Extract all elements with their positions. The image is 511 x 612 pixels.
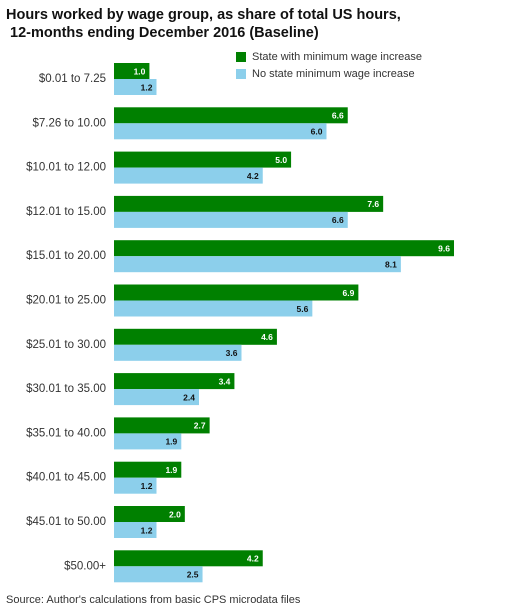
value-label: 2.5 <box>187 570 199 580</box>
value-label: 6.6 <box>332 111 344 121</box>
bar <box>114 417 210 434</box>
value-label: 6.6 <box>332 215 344 225</box>
y-tick-label: $25.01 to 30.00 <box>26 339 106 351</box>
bar <box>114 506 185 522</box>
value-label: 1.2 <box>141 481 153 491</box>
value-label: 1.9 <box>165 437 177 447</box>
y-tick-label: $10.01 to 12.00 <box>26 162 106 174</box>
value-label: 2.7 <box>194 421 206 431</box>
y-tick-label: $40.01 to 45.00 <box>26 472 106 484</box>
bar <box>114 477 157 494</box>
bar <box>114 300 313 317</box>
value-label: 1.2 <box>141 82 153 92</box>
bar <box>114 522 157 538</box>
value-label: 6.9 <box>343 288 355 298</box>
value-label: 4.6 <box>261 332 273 342</box>
bar <box>114 211 348 228</box>
bar <box>114 79 157 95</box>
y-tick-label: $45.01 to 50.00 <box>26 516 106 528</box>
value-label: 8.1 <box>385 259 397 269</box>
bar <box>114 167 263 184</box>
bar <box>114 256 401 273</box>
bar <box>114 550 263 567</box>
y-tick-label: $15.01 to 20.00 <box>26 250 106 262</box>
value-label: 4.2 <box>247 554 259 564</box>
bar <box>114 461 182 478</box>
bar <box>114 107 348 124</box>
value-label: 3.4 <box>219 376 231 386</box>
y-tick-label: $20.01 to 25.00 <box>26 295 106 307</box>
chart-title: Hours worked by wage group, as share of … <box>6 7 401 23</box>
bar <box>114 123 327 140</box>
value-label: 9.6 <box>438 243 450 253</box>
y-tick-label: $0.01 to 7.25 <box>39 73 106 85</box>
value-label: 2.0 <box>169 509 181 519</box>
value-label: 5.6 <box>297 304 309 314</box>
legend-label: State with minimum wage increase <box>252 51 422 63</box>
source-note: Source: Author's calculations from basic… <box>6 594 301 606</box>
bar <box>114 151 292 168</box>
chart-title: 12-months ending December 2016 (Baseline… <box>6 25 319 41</box>
y-tick-label: $35.01 to 40.00 <box>26 427 106 439</box>
bar <box>114 433 182 450</box>
value-label: 4.2 <box>247 171 259 181</box>
value-label: 3.6 <box>226 348 238 358</box>
bar <box>114 389 199 406</box>
value-label: 2.4 <box>183 392 195 402</box>
value-label: 1.0 <box>134 66 146 76</box>
value-label: 5.0 <box>275 155 287 165</box>
bar <box>114 566 203 583</box>
value-label: 1.2 <box>141 525 153 535</box>
legend-swatch <box>236 52 246 62</box>
bar <box>114 284 359 301</box>
y-tick-label: $50.00+ <box>64 560 106 572</box>
bar <box>114 328 277 345</box>
legend-label: No state minimum wage increase <box>252 68 415 80</box>
bar <box>114 240 454 257</box>
value-label: 6.0 <box>311 127 323 137</box>
bar <box>114 63 150 79</box>
y-tick-label: $12.01 to 15.00 <box>26 206 106 218</box>
value-label: 7.6 <box>367 199 379 209</box>
y-tick-label: $30.01 to 35.00 <box>26 383 106 395</box>
value-label: 1.9 <box>165 465 177 475</box>
legend-swatch <box>236 69 246 79</box>
bar <box>114 344 242 361</box>
bar <box>114 195 384 212</box>
y-tick-label: $7.26 to 10.00 <box>32 117 106 129</box>
bar <box>114 373 235 390</box>
